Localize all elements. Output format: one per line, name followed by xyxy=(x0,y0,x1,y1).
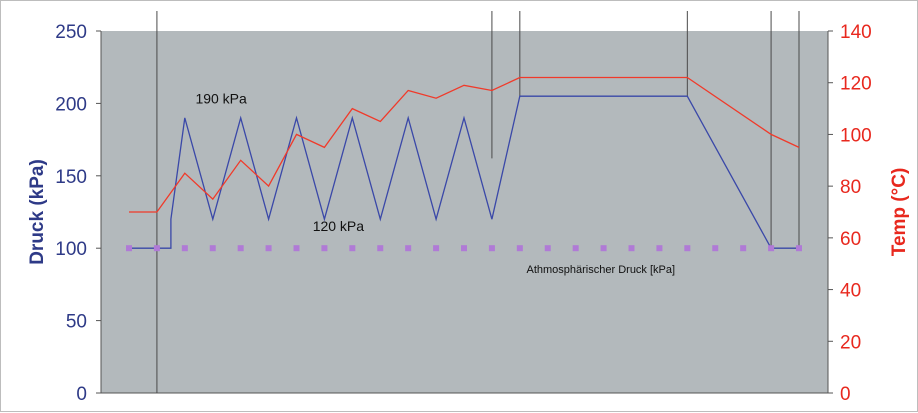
atmospheric-pressure-marker xyxy=(377,245,384,252)
atmospheric-pressure-marker xyxy=(488,245,495,252)
atmospheric-pressure-marker xyxy=(712,245,719,252)
atmospheric-pressure-marker xyxy=(181,245,188,252)
annotation-label: Athmosphärischer Druck [kPa] xyxy=(527,264,676,276)
atmospheric-pressure-marker xyxy=(209,245,216,252)
right-tick-label: 0 xyxy=(840,384,851,405)
right-tick-label: 40 xyxy=(840,281,861,302)
right-tick-label: 100 xyxy=(840,125,872,146)
temperature-line xyxy=(129,76,800,213)
atmospheric-pressure-marker xyxy=(265,245,272,252)
atmospheric-pressure-marker xyxy=(684,245,691,252)
atmospheric-pressure-marker xyxy=(321,245,328,252)
atmospheric-pressure-marker xyxy=(600,245,607,252)
atmospheric-pressure-marker xyxy=(293,245,300,252)
atmospheric-pressure-marker xyxy=(461,245,467,252)
right-tick-label: 80 xyxy=(840,177,861,198)
atmospheric-pressure-marker xyxy=(656,245,663,252)
atmospheric-pressure-marker xyxy=(516,245,523,252)
atmospheric-pressure-marker xyxy=(126,245,132,252)
atmospheric-pressure-marker xyxy=(740,245,747,252)
annotation-label: 120 kPa xyxy=(313,218,365,234)
atmospheric-pressure-marker xyxy=(405,245,412,252)
atmospheric-pressure-marker xyxy=(433,245,440,252)
atmospheric-pressure-marker xyxy=(153,245,160,252)
right-axis-title: Temp (°C) xyxy=(889,168,910,257)
atmospheric-pressure-marker xyxy=(796,245,802,252)
right-tick-label: 120 xyxy=(840,74,872,95)
left-tick-label: 150 xyxy=(55,167,87,188)
atmospheric-pressure-marker xyxy=(237,245,244,252)
right-tick-label: 20 xyxy=(840,332,861,353)
pressure-line xyxy=(129,95,799,249)
atmospheric-pressure-marker xyxy=(544,245,551,252)
left-tick-label: 200 xyxy=(55,94,87,115)
left-axis-title: Druck (kPa) xyxy=(27,159,48,265)
left-tick-label: 0 xyxy=(76,384,87,405)
right-tick-label: 140 xyxy=(840,22,872,43)
annotation-label: 190 kPa xyxy=(195,90,247,106)
atmospheric-pressure-marker xyxy=(768,245,775,252)
left-tick-label: 50 xyxy=(66,312,87,333)
atmospheric-pressure-marker xyxy=(572,245,579,252)
right-tick-label: 60 xyxy=(840,229,861,250)
atmospheric-pressure-marker xyxy=(628,245,635,252)
left-tick-label: 100 xyxy=(55,239,87,260)
left-tick-label: 250 xyxy=(55,22,87,43)
atmospheric-pressure-marker xyxy=(349,245,356,252)
